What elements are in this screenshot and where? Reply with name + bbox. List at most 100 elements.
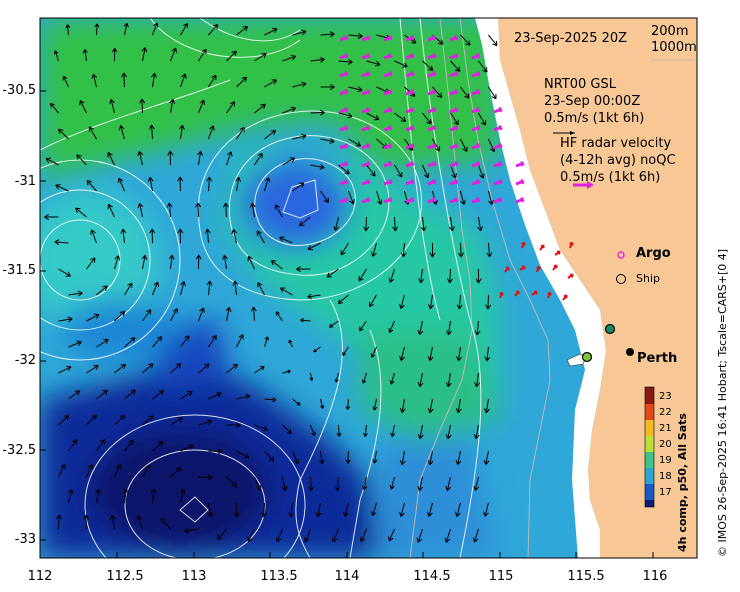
velocity-arrow xyxy=(432,138,441,152)
velocity-arrow xyxy=(44,214,59,220)
velocity-arrow xyxy=(236,25,249,36)
gsl-arrow xyxy=(515,161,525,168)
colorbar-tick: 19 xyxy=(659,455,672,466)
ship-legend-icon xyxy=(616,274,626,284)
velocity-arrow xyxy=(299,216,311,227)
velocity-arrow xyxy=(121,72,127,88)
lon-label: 113.5 xyxy=(260,569,298,584)
velocity-arrow xyxy=(450,60,461,72)
velocity-arrow xyxy=(270,259,283,270)
gsl-arrow xyxy=(405,197,415,204)
velocity-arrow xyxy=(264,450,275,462)
velocity-arrow xyxy=(180,390,193,400)
velocity-arrow xyxy=(95,488,102,504)
gsl-arrow xyxy=(427,125,437,132)
velocity-arrow xyxy=(320,31,335,38)
velocity-arrow xyxy=(460,138,468,152)
velocity-arrow xyxy=(247,255,255,270)
velocity-arrow xyxy=(264,79,278,88)
velocity-arrow xyxy=(359,320,367,332)
sea-level-contours xyxy=(40,18,482,558)
gsl-arrow xyxy=(471,89,481,96)
velocity-arrow xyxy=(152,336,163,348)
hf-arrow xyxy=(531,290,538,296)
velocity-arrow xyxy=(96,439,106,452)
velocity-arrow xyxy=(67,489,74,504)
velocity-arrow xyxy=(198,419,213,426)
velocity-arrow xyxy=(152,389,164,400)
velocity-arrow xyxy=(249,202,256,218)
velocity-arrow xyxy=(340,242,349,256)
velocity-arrow xyxy=(309,424,316,437)
velocity-arrow xyxy=(282,369,291,374)
velocity-arrow xyxy=(347,190,355,205)
velocity-arrow xyxy=(195,202,202,218)
gsl-arrow xyxy=(449,71,459,78)
velocity-arrow xyxy=(254,365,265,374)
gsl-arrow xyxy=(383,53,393,60)
velocity-arrow xyxy=(310,109,325,116)
velocity-arrow xyxy=(226,101,236,114)
velocity-arrow xyxy=(207,125,215,140)
depth-legend-200m: 200m xyxy=(651,24,689,39)
velocity-arrow xyxy=(167,150,174,166)
lat-label: -31 xyxy=(14,174,36,189)
velocity-arrow xyxy=(417,372,424,388)
velocity-arrow xyxy=(394,112,407,122)
colorbar-tick: 17 xyxy=(659,487,672,498)
gsl-arrow xyxy=(383,89,393,96)
gsl-arrow xyxy=(339,71,349,78)
velocity-arrow xyxy=(275,528,283,543)
velocity-arrow xyxy=(375,190,383,205)
velocity-arrows xyxy=(44,22,498,543)
gsl-arrow xyxy=(361,125,371,132)
velocity-arrow xyxy=(445,476,452,491)
colorbar-tick: 23 xyxy=(659,391,672,402)
velocity-arrow xyxy=(141,47,148,62)
velocity-arrow xyxy=(366,112,380,121)
velocity-arrow xyxy=(86,414,97,426)
velocity-arrow xyxy=(444,528,451,543)
velocity-arrow xyxy=(142,309,152,322)
gsl-arrow xyxy=(493,197,503,204)
gsl-arrow xyxy=(515,179,525,186)
velocity-arrow xyxy=(225,151,233,166)
hf-arrow xyxy=(519,265,526,271)
velocity-arrow xyxy=(58,365,72,374)
velocity-arrow xyxy=(179,489,186,504)
velocity-arrow xyxy=(336,424,342,437)
velocity-arrow xyxy=(142,464,151,478)
velocity-arrow xyxy=(180,444,194,452)
hf-arrow xyxy=(554,250,561,256)
gsl-arrow xyxy=(427,89,437,96)
gsl-arrow xyxy=(339,53,349,60)
velocity-arrow xyxy=(204,228,211,244)
hf-title: HF radar velocity xyxy=(560,136,672,151)
colorbar-tick: 20 xyxy=(659,439,672,450)
gsl-arrow xyxy=(449,197,459,204)
velocity-arrow xyxy=(390,424,396,438)
hf-arrow xyxy=(514,290,520,297)
velocity-arrow xyxy=(477,164,485,179)
velocity-arrow xyxy=(338,112,353,119)
velocity-arrow xyxy=(292,450,300,465)
velocity-arrow xyxy=(488,34,498,47)
hf-arrow xyxy=(552,264,558,271)
velocity-arrow xyxy=(235,176,242,192)
velocity-arrow xyxy=(169,47,177,62)
velocity-arrow xyxy=(320,84,335,90)
colorbar-tick: 18 xyxy=(659,471,672,482)
velocity-arrow xyxy=(148,124,155,140)
velocity-arrow xyxy=(62,75,69,88)
gsl-scale-label: 0.5m/s (1kt 6h) xyxy=(544,111,645,126)
gsl-arrow xyxy=(405,89,415,96)
velocity-arrow xyxy=(232,280,239,296)
velocity-arrow xyxy=(170,308,178,322)
hf-arrow xyxy=(539,244,545,251)
gsl-arrow xyxy=(471,197,481,204)
velocity-arrow xyxy=(124,282,133,296)
gsl-arrow xyxy=(339,179,349,186)
gsl-arrow xyxy=(339,125,349,132)
velocity-arrow xyxy=(236,393,251,400)
velocity-arrow xyxy=(91,73,97,88)
